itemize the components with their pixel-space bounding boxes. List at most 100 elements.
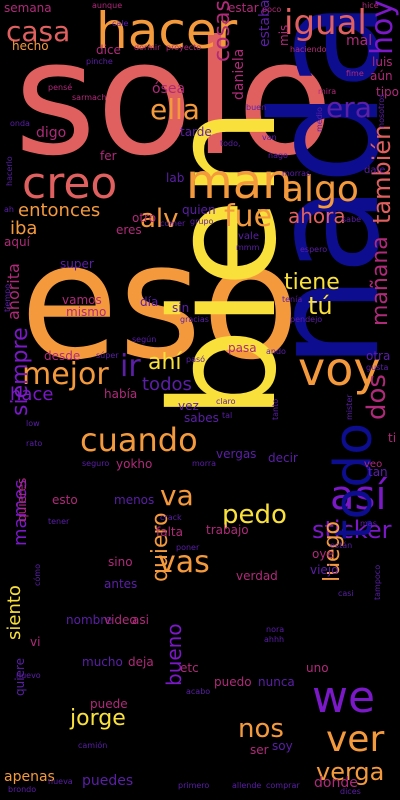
- word-tan: tan: [368, 465, 388, 479]
- word-como: cómo: [33, 564, 42, 586]
- word-desde: desde: [44, 349, 81, 363]
- word-ella: ella: [150, 93, 200, 126]
- word-nago: nago: [268, 151, 288, 160]
- word-mal: mal: [346, 33, 373, 49]
- word-dos: dos: [362, 374, 392, 420]
- word-eso: eso: [20, 208, 300, 395]
- word-habia: había: [104, 387, 138, 401]
- word-verga: verga: [316, 758, 385, 786]
- word-alv: alv: [140, 204, 179, 234]
- word-mejor: mejor: [22, 357, 109, 392]
- word-poco: poco: [262, 5, 282, 14]
- word-pendejo: pendejo: [290, 315, 323, 324]
- word-jorge: jorge: [70, 706, 126, 731]
- word-creo: creo: [22, 158, 118, 209]
- word-claro: claro: [216, 397, 236, 406]
- word-morras: morras: [282, 169, 311, 178]
- word-fue: fue: [224, 199, 273, 234]
- word-quiero: quiero: [148, 512, 173, 582]
- word-nuevo: nuevo: [16, 671, 41, 680]
- word-pedo: pedo: [222, 500, 287, 530]
- word-ahi: ahí: [148, 350, 182, 375]
- word-primero: primero: [178, 781, 210, 790]
- word-etc: etc: [180, 661, 199, 675]
- word-poner: poner: [176, 543, 200, 552]
- word-tampoco: tampoco: [373, 564, 382, 600]
- word-va: va: [160, 479, 194, 512]
- word-hacer: hacer: [96, 2, 238, 60]
- word-fime: fime: [346, 69, 364, 78]
- word-mmm: mmm: [236, 243, 260, 252]
- word-haciendo: haciendo: [290, 45, 327, 54]
- word-decir: decir: [268, 451, 298, 465]
- word-morra: morra: [192, 459, 217, 468]
- word-siento: siento: [4, 585, 25, 640]
- word-pinche: pinche: [86, 57, 113, 66]
- word-nueva: nueva: [48, 777, 73, 786]
- word-dice: dice: [96, 43, 121, 57]
- word-trabajo: trabajo: [206, 523, 249, 537]
- word-tu: tú: [308, 292, 333, 320]
- word-pasa: pasa: [228, 341, 257, 355]
- word-tiempo: tiempo: [3, 283, 12, 312]
- word-tiene: tiene: [284, 270, 340, 295]
- word-segun: según: [132, 335, 157, 344]
- word-espero: espero: [300, 245, 328, 254]
- word-era: era: [326, 91, 372, 124]
- word-proyecto: proyecto: [166, 43, 202, 52]
- word-viejo: viejo: [310, 563, 339, 577]
- word-apenas: apenas: [4, 769, 55, 785]
- word-siempre: siempre: [8, 327, 33, 416]
- word-cuando: cuando: [80, 421, 198, 459]
- word-tal: tal: [222, 411, 233, 420]
- word-medio: medio: [315, 107, 324, 132]
- word-dormir: dormir: [134, 43, 161, 52]
- word-igual: igual: [284, 3, 367, 43]
- word-puede: puede: [90, 697, 128, 711]
- word-low: low: [26, 419, 40, 428]
- word-camion: camión: [78, 741, 108, 750]
- word-esto: esto: [52, 493, 78, 507]
- word-rato: rato: [26, 439, 43, 448]
- word-dia: día: [140, 295, 159, 309]
- word-bueno: bueno: [162, 623, 186, 686]
- word-onda: onda: [10, 119, 30, 128]
- word-mucho: mucho: [82, 655, 123, 669]
- word-nunca: nunca: [258, 675, 295, 689]
- word-voy: voy: [298, 342, 381, 396]
- word-menos: menos: [114, 493, 155, 507]
- word-ahora: ahora: [288, 204, 346, 228]
- word-crack: crack: [160, 513, 182, 522]
- word-casi: casi: [338, 589, 354, 598]
- word-otra: otra: [366, 349, 391, 363]
- word-sarmach: sarmach: [72, 93, 107, 102]
- word-tenia: tenía: [282, 295, 303, 304]
- word-mis: mis: [277, 24, 291, 46]
- word-quien: quien: [182, 203, 216, 217]
- word-tanto: tanto: [271, 398, 280, 420]
- word-ver: ver: [326, 719, 385, 760]
- word-falta: falta: [156, 525, 183, 539]
- word-seguro: seguro: [82, 459, 110, 468]
- word-ir: ir: [120, 349, 141, 384]
- word-aunque: aunque: [92, 1, 123, 10]
- word-gusta: gusta: [366, 363, 389, 372]
- word-brondo: brondo: [8, 785, 37, 794]
- word-quieres: quieres: [15, 477, 29, 522]
- word-vergas: vergas: [216, 447, 257, 461]
- word-iba: iba: [10, 218, 38, 239]
- word-asi: así: [330, 473, 387, 519]
- word-mira: mira: [318, 87, 337, 96]
- word-vamos: vamos: [62, 293, 102, 307]
- word-allende: allende: [232, 781, 262, 790]
- word-cale: cale: [112, 19, 129, 28]
- word-verdad: verdad: [236, 569, 278, 583]
- word-daniela: daniela: [231, 48, 247, 100]
- word-sino: sino: [108, 555, 133, 569]
- word-soy: soy: [272, 739, 293, 753]
- word-tarde: tarde: [180, 125, 212, 139]
- word-nos: nos: [238, 714, 284, 744]
- word-nosotros: nosotros: [377, 93, 386, 128]
- word-puedes: puedes: [82, 773, 134, 789]
